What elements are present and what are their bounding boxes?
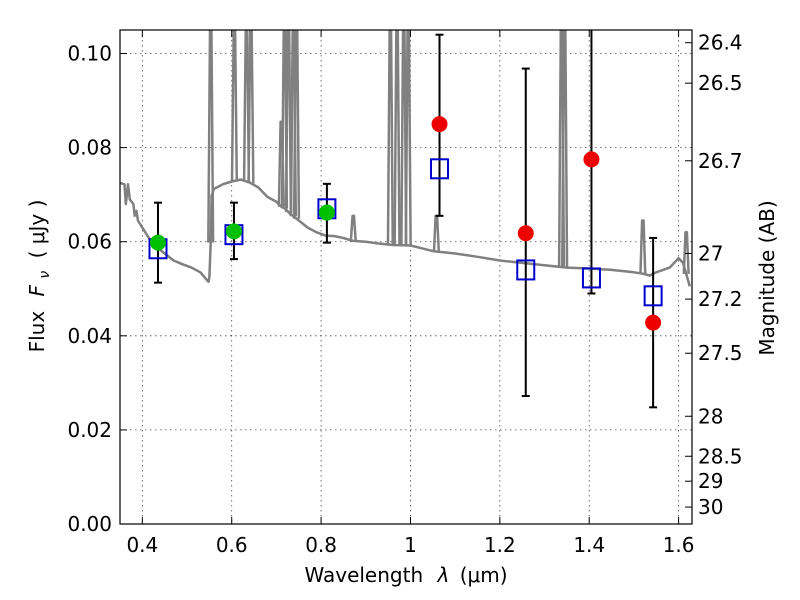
x-tick-label: 0.8 xyxy=(305,533,337,557)
model-emission-line xyxy=(393,30,401,246)
y2-tick-label: 26.5 xyxy=(698,71,743,95)
y-tick-label: 0.08 xyxy=(67,136,112,160)
markers xyxy=(148,116,663,331)
y2-tick-label: 27.2 xyxy=(698,287,743,311)
model-emission-line xyxy=(207,30,215,243)
x-tick-label: 1.2 xyxy=(484,533,516,557)
x-tick-label: 0.4 xyxy=(126,533,158,557)
x-tick-label: 1.4 xyxy=(573,533,605,557)
x-tick-label: 1 xyxy=(404,533,417,557)
y2-tick-label: 26.4 xyxy=(698,31,743,55)
observed-point-red xyxy=(583,151,600,168)
y2-tick-label: 26.7 xyxy=(698,149,743,173)
y2-axis-title: Magnitude (AB) xyxy=(755,200,779,355)
model-emission-line xyxy=(432,214,441,252)
axis-ticks: 0.4 0.6 0.8 1 1.2 1.4 1.6 0.00 0.02 0.04 0.06 0.08 0… xyxy=(67,30,743,557)
model-flux-box xyxy=(430,158,450,180)
y-tick-label: 0.04 xyxy=(67,324,112,348)
model-emission-line xyxy=(560,30,569,268)
observed-point-red xyxy=(431,116,448,133)
y-tick-label: 0.06 xyxy=(67,230,112,254)
model-flux-box xyxy=(581,267,601,289)
y-axis-title: Flux F ν ( μJy ) xyxy=(25,200,54,353)
observed-point-green xyxy=(225,223,242,240)
x-tick-label: 1.6 xyxy=(663,533,695,557)
y2-tick-label: 30 xyxy=(698,495,723,519)
plot-frame xyxy=(119,29,693,525)
model-emission-line xyxy=(230,30,239,181)
y2-tick-label: 27.5 xyxy=(698,341,743,365)
model-emission-line xyxy=(400,30,408,246)
observed-point-red xyxy=(645,314,662,331)
y2-tick-label: 27 xyxy=(698,241,723,265)
model-emission-line xyxy=(349,214,357,241)
model-emission-line xyxy=(386,30,395,245)
model-emission-line xyxy=(242,30,251,182)
x-tick-label: 0.6 xyxy=(216,533,248,557)
plot-area xyxy=(120,30,692,287)
model-flux-box xyxy=(643,285,663,307)
observed-point-green xyxy=(318,204,335,221)
model-emission-line xyxy=(639,219,647,274)
model-flux-box xyxy=(516,259,536,281)
observed-point-green xyxy=(149,234,166,251)
y2-tick-label: 28.5 xyxy=(698,444,743,468)
y-tick-label: 0.02 xyxy=(67,418,112,442)
x-axis-title: Wavelength λ (μm) xyxy=(304,563,507,587)
model-emission-line xyxy=(404,30,412,246)
observed-point-red xyxy=(517,225,534,242)
model-emission-line xyxy=(247,30,255,184)
model-emission-line xyxy=(284,30,293,213)
y2-tick-label: 29 xyxy=(698,469,723,493)
y2-tick-label: 28 xyxy=(698,404,723,428)
y-tick-label: 0.10 xyxy=(67,42,112,66)
model-emission-line xyxy=(292,30,301,219)
y-tick-label: 0.00 xyxy=(67,512,112,536)
